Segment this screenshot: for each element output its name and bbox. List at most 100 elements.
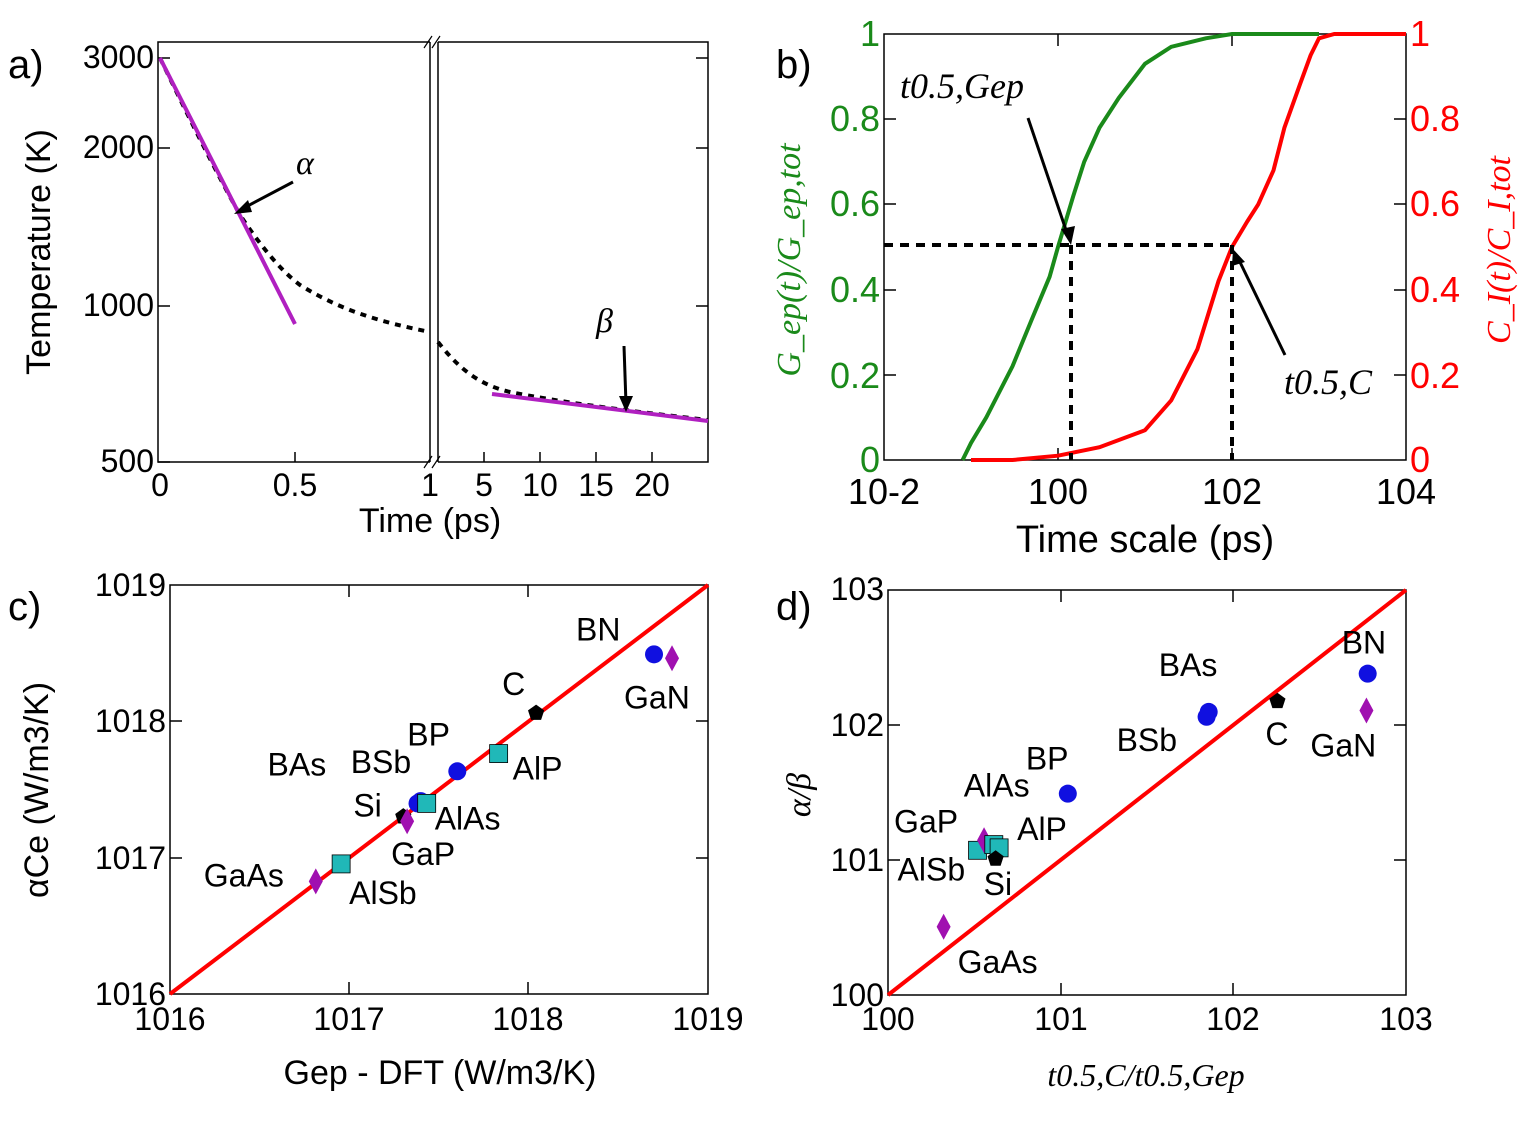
point-label: BSb (1117, 722, 1177, 758)
ytick-label: 0 (860, 439, 880, 480)
xtick-label: 20 (634, 467, 670, 503)
xtick-label: 102 (1206, 1001, 1259, 1037)
xtick-label: 1019 (672, 1001, 743, 1037)
panel-a-ylabel: Temperature (K) (20, 129, 58, 375)
panel-a-alpha-fit (158, 57, 297, 325)
panel-a-temperature-curve (158, 57, 431, 334)
xtick-label: 5 (475, 467, 493, 503)
point-label: BP (1026, 741, 1069, 777)
xtick-label: 103 (1379, 1001, 1432, 1037)
ytick-label: 101 (831, 842, 884, 878)
ytick-label: 103 (831, 571, 884, 607)
data-point-gap (400, 808, 415, 835)
panel-d-ytick-labels: 103 102 101 100 (831, 571, 884, 1013)
data-point-bn (1358, 664, 1377, 683)
point-label: AlP (1017, 811, 1067, 847)
ytick-label: 0.6 (830, 183, 880, 224)
xtick-label: 104 (1376, 471, 1436, 512)
ytick-label: 500 (101, 443, 154, 479)
point-label: GaAs (204, 857, 284, 893)
ytick-label: 0.8 (830, 98, 880, 139)
data-point-si (987, 850, 1004, 866)
panel-b-ylabel-left: G_ep(t)/G_ep,tot (771, 142, 808, 377)
panel-c-xlabel: Gep - DFT (W/m3/K) (284, 1054, 597, 1092)
point-label: BN (576, 611, 620, 647)
panel-a-beta-arrow (622, 345, 628, 405)
point-label: C (502, 666, 525, 702)
ytick-label: 102 (831, 707, 884, 743)
xtick-label: 100 (861, 1001, 914, 1037)
data-point-gaas (308, 868, 323, 895)
xtick-label: 10 (522, 467, 558, 503)
ytick-label: 100 (831, 977, 884, 1013)
panel-b-xlabel: Time scale (ps) (1016, 519, 1274, 561)
point-label: Si (984, 866, 1012, 902)
point-label: BN (1342, 625, 1386, 661)
panel-a-xtick-labels: 0 0.5 1 5 10 15 20 (151, 467, 670, 503)
ytick-label: 0.8 (1410, 98, 1460, 139)
xtick-label: 1 (421, 467, 439, 503)
point-label: BP (407, 716, 450, 752)
panel-a-beta-arrowhead (619, 396, 633, 412)
panel-c-ticks (170, 585, 708, 994)
data-point-bp (1058, 784, 1077, 803)
panel-b-label: b) (776, 43, 812, 87)
panel-a-beta-label: β (595, 303, 613, 340)
point-label: GaN (1310, 728, 1376, 764)
panel-a-beta-fit (491, 392, 709, 423)
ytick-label: 1017 (95, 840, 166, 876)
panel-c-label: c) (8, 585, 41, 629)
xtick-label: 1017 (313, 1001, 384, 1037)
panel-c: c) 1019 1018 1017 1016 1016 1017 1018 10… (8, 567, 744, 1092)
data-point-gaas (936, 913, 951, 940)
panel-b-gep-curve (960, 32, 1319, 461)
ytick-label: 0 (1410, 439, 1430, 480)
point-label: BAs (1159, 647, 1218, 683)
ytick-label: 1000 (83, 287, 154, 323)
panel-a-xlabel: Time (ps) (359, 502, 501, 540)
point-label: GaAs (958, 944, 1038, 980)
point-label: AlAs (435, 800, 501, 836)
point-label: GaP (894, 803, 958, 839)
xtick-label: 1016 (134, 1001, 205, 1037)
panel-d: d) 103 102 101 100 100 101 102 103 t0.5,… (776, 571, 1433, 1093)
ytick-label: 1 (860, 13, 880, 54)
panel-a-alpha-label: α (296, 145, 315, 182)
data-point-alsb (331, 854, 351, 874)
panel-a: a) 3000 2000 1000 500 0 0.5 1 (8, 35, 709, 540)
panel-c-ytick-labels: 1019 1018 1017 1016 (95, 567, 166, 1012)
xtick-label: 102 (1202, 471, 1262, 512)
panel-c-reference-line (168, 583, 710, 996)
ytick-label: 2000 (83, 129, 154, 165)
panel-d-ticks (888, 590, 1406, 995)
panel-c-xtick-labels: 1016 1017 1018 1019 (134, 1001, 743, 1037)
data-point-bn (645, 645, 664, 664)
panel-c-ylabel: αCe (W/m3/K) (18, 682, 56, 898)
point-label: GaP (391, 836, 455, 872)
data-point-c (528, 704, 545, 720)
panel-b-half-markers (884, 243, 1234, 460)
point-label: BAs (268, 746, 327, 782)
data-point-bp (448, 762, 467, 781)
ytick-label: 0.4 (830, 269, 880, 310)
panel-a-frame-left (157, 41, 430, 463)
panel-c-frame (169, 584, 709, 995)
xtick-label: 15 (578, 467, 614, 503)
panel-b: b) 0 0.2 0.4 0.6 0.8 1 0 0.2 0.4 0.6 0.8… (771, 13, 1518, 561)
point-label: GaN (624, 679, 690, 715)
panel-a-frame-right (438, 41, 709, 463)
ytick-label: 3000 (83, 39, 154, 75)
panel-b-tc-arrow (1236, 257, 1287, 356)
panel-d-label: d) (776, 585, 812, 629)
xtick-label: 100 (1028, 471, 1088, 512)
xtick-label: 10-2 (848, 471, 920, 512)
ytick-label: 0.2 (1410, 355, 1460, 396)
panel-a-alpha-arrowhead (234, 200, 252, 214)
xtick-label: 0.5 (273, 467, 317, 503)
panel-b-right-tick-labels: 0 0.2 0.4 0.6 0.8 1 (1410, 13, 1460, 480)
point-label: AlAs (964, 768, 1030, 804)
panel-b-tc-label: t0.5,C (1284, 362, 1373, 402)
data-point-alp (489, 744, 509, 763)
